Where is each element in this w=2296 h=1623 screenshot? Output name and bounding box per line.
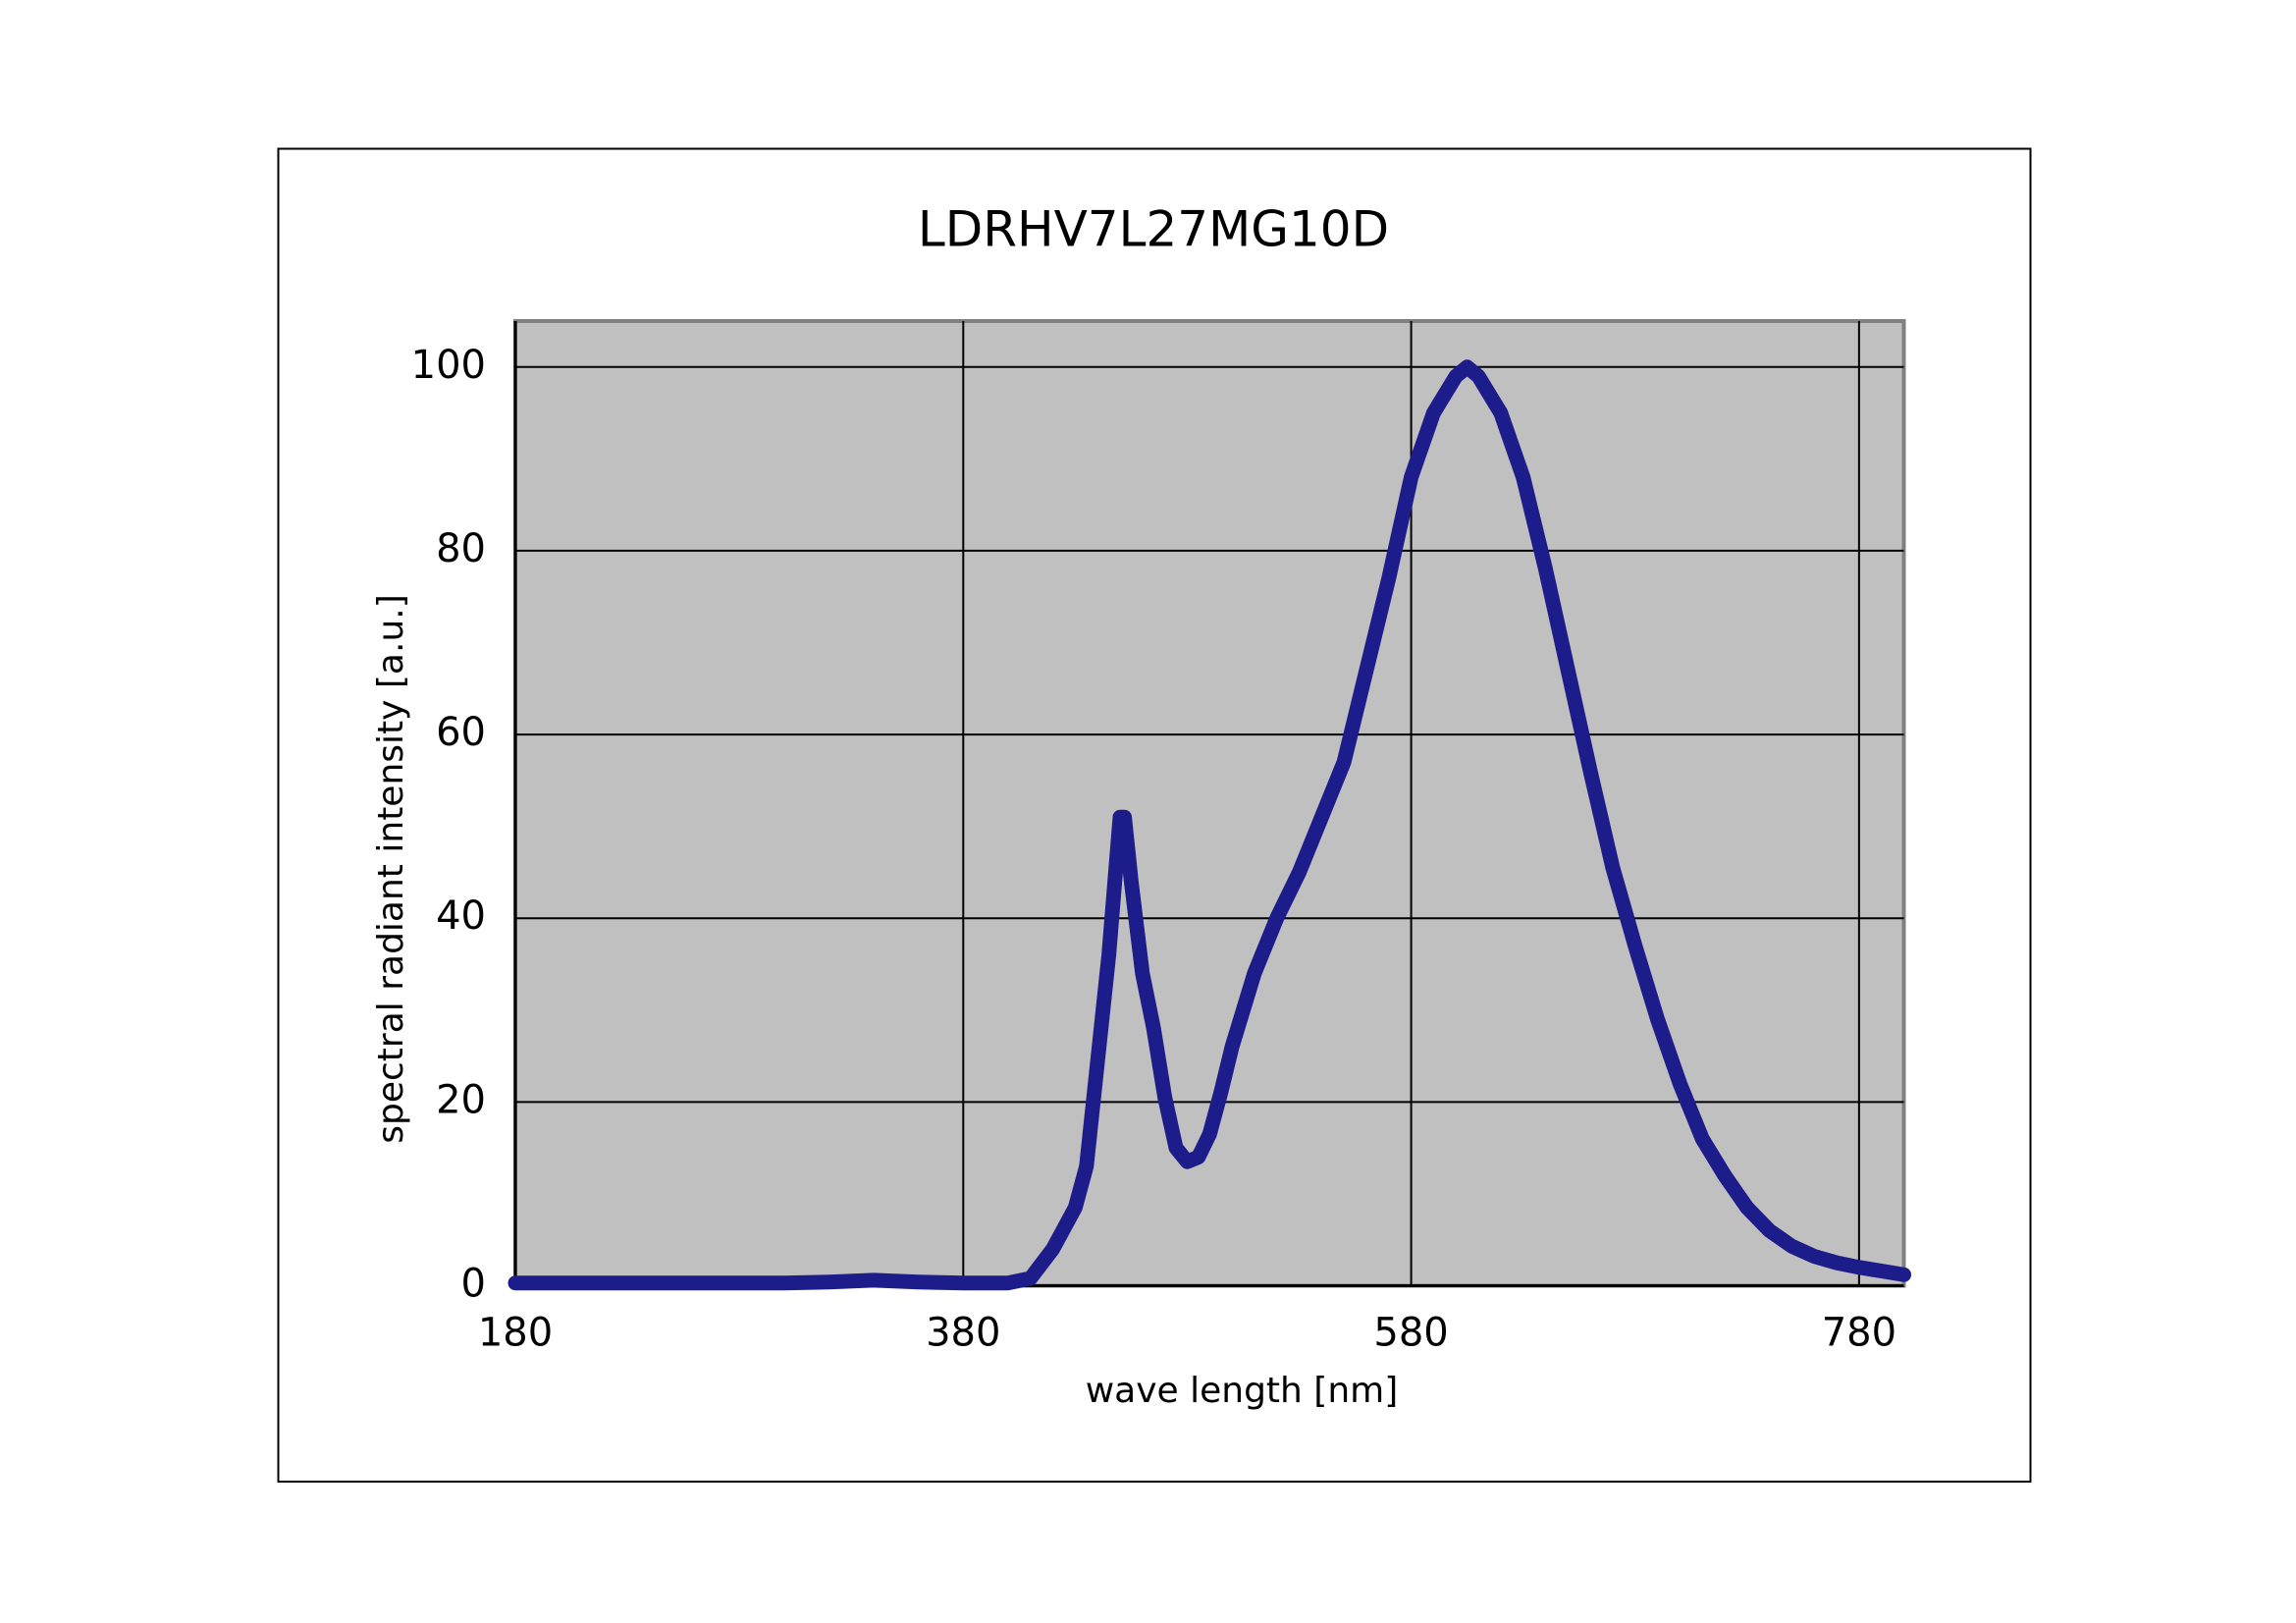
x-tick-label: 380: [926, 1311, 1000, 1356]
chart-title: LDRHV7L27MG10D: [918, 201, 1389, 258]
y-tick-label: 20: [436, 1077, 486, 1122]
y-tick-label: 0: [461, 1262, 486, 1307]
spectrum-line: [507, 359, 1911, 1291]
x-tick-label: 180: [478, 1311, 553, 1356]
y-tick-label: 60: [436, 710, 486, 755]
y-tick-label: 40: [436, 893, 486, 939]
x-tick-label: 580: [1373, 1311, 1448, 1356]
y-tick-label: 80: [436, 526, 486, 571]
x-axis-label: wave length [nm]: [1086, 1371, 1399, 1411]
x-tick-label: 780: [1822, 1311, 1896, 1356]
y-tick-label: 100: [411, 343, 486, 388]
y-axis-label: spectral radiant intensity [a.u.]: [371, 594, 411, 1144]
